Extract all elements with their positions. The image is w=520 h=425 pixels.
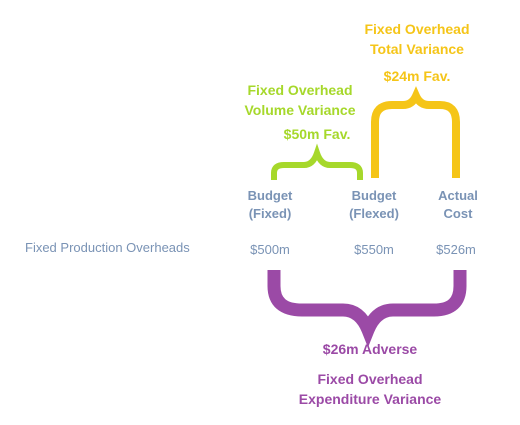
expenditure-variance-brace [267,270,467,348]
column-header-budget-flexed: Budget (Flexed) [334,187,414,223]
expenditure-variance-title-line2: Expenditure Variance [298,391,442,407]
column-header-line2: (Fixed) [248,206,292,221]
column-header-budget-fixed: Budget (Fixed) [230,187,310,223]
value-budget-flexed: $550m [354,242,394,257]
value-actual-cost: $526m [436,242,476,257]
total-variance-brace [371,86,460,178]
column-header-line1: Actual [438,188,478,203]
column-header-line1: Budget [247,188,293,203]
volume-variance-title: Fixed Overhead Volume Variance [220,80,380,120]
total-variance-title-line2: Total Variance [370,41,464,57]
column-header-line2: (Flexed) [349,206,399,221]
column-header-line2: Cost [443,206,473,221]
row-label-fixed-production-overheads: Fixed Production Overheads [25,240,190,255]
column-header-actual-cost: Actual Cost [418,187,498,223]
total-variance-amount: $24m Fav. [383,68,451,84]
total-variance-title: Fixed Overhead Total Variance [337,19,497,59]
expenditure-variance-amount: $26m Adverse [322,341,418,357]
expenditure-variance-title: Fixed Overhead Expenditure Variance [280,369,460,409]
volume-variance-title-line1: Fixed Overhead [247,82,353,98]
volume-variance-brace [271,143,363,180]
volume-variance-amount: $50m Fav. [283,126,351,142]
total-variance-title-line1: Fixed Overhead [364,21,470,37]
volume-variance-title-line2: Volume Variance [244,102,356,118]
column-header-line1: Budget [351,188,397,203]
value-budget-fixed: $500m [250,242,290,257]
expenditure-variance-title-line1: Fixed Overhead [317,371,423,387]
